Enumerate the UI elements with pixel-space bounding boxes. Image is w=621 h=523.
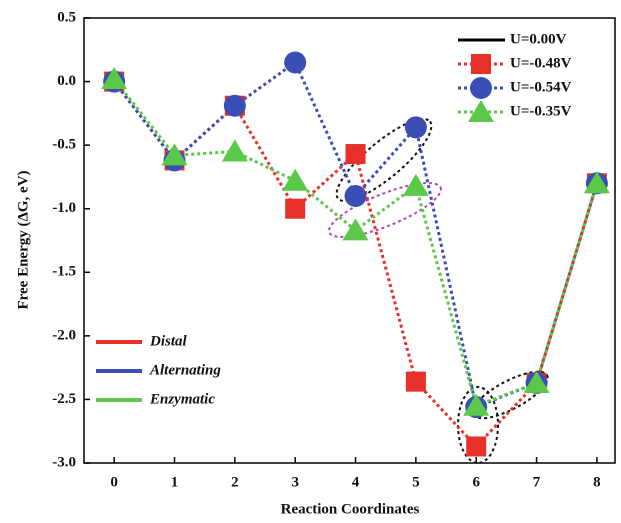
pathway-legend-label: Distal <box>149 333 188 349</box>
marker-triangle <box>161 143 188 166</box>
y-tick-label: -2.0 <box>52 327 76 343</box>
marker-triangle <box>463 393 490 416</box>
y-tick-label: -0.5 <box>52 137 76 153</box>
highlight-ellipse <box>328 182 442 238</box>
legend-label: U=0.00V <box>510 31 567 47</box>
marker-triangle <box>101 67 128 90</box>
marker-circle <box>344 185 367 207</box>
marker-triangle <box>402 173 429 196</box>
x-tick-label: 1 <box>171 474 179 490</box>
pathway-legend-label: Alternating <box>149 362 221 378</box>
marker-circle <box>223 94 246 117</box>
plot-frame <box>83 17 616 464</box>
y-tick-label: 0.5 <box>57 9 76 25</box>
highlight-ellipse <box>471 370 549 420</box>
y-tick-label: -1.0 <box>52 200 76 216</box>
marker-triangle <box>583 171 610 194</box>
x-tick-label: 2 <box>231 474 239 490</box>
y-tick-label: -1.5 <box>52 264 76 280</box>
marker-triangle <box>282 168 309 191</box>
highlight-ellipse <box>335 118 433 202</box>
y-tick-label: -3.0 <box>52 454 76 470</box>
marker-triangle <box>468 100 494 122</box>
marker-square <box>405 371 426 392</box>
x-tick-label: 5 <box>412 474 420 490</box>
legend-label: U=-0.54V <box>510 79 572 95</box>
marker-square <box>345 144 366 165</box>
x-axis-label: Reaction Coordinates <box>281 501 420 517</box>
x-tick-label: 0 <box>110 474 118 490</box>
legend-label: U=-0.35V <box>510 103 572 119</box>
x-tick-label: 8 <box>593 474 601 490</box>
marker-triangle <box>342 218 369 241</box>
marker-square <box>285 198 306 219</box>
marker-circle <box>404 116 427 139</box>
marker-circle <box>284 51 307 74</box>
legend-label: U=-0.48V <box>510 55 572 71</box>
x-tick-label: 7 <box>533 474 541 490</box>
marker-triangle <box>523 370 550 393</box>
y-tick-label: -2.5 <box>52 391 76 407</box>
x-tick-label: 4 <box>352 474 360 490</box>
x-tick-label: 6 <box>472 474 480 490</box>
highlight-ellipse <box>457 386 499 464</box>
highlight-ellipses <box>328 118 549 464</box>
y-tick-label: 0.0 <box>57 73 76 89</box>
marker-circle <box>470 77 492 99</box>
x-tick-label: 3 <box>291 474 299 490</box>
y-axis-label: Free Energy (ΔG, eV) <box>15 170 31 309</box>
marker-triangle <box>221 139 248 162</box>
series-line <box>112 78 599 408</box>
pathway-legend-label: Enzymatic <box>149 391 215 407</box>
marker-square <box>471 54 491 74</box>
marker-square <box>466 436 487 457</box>
